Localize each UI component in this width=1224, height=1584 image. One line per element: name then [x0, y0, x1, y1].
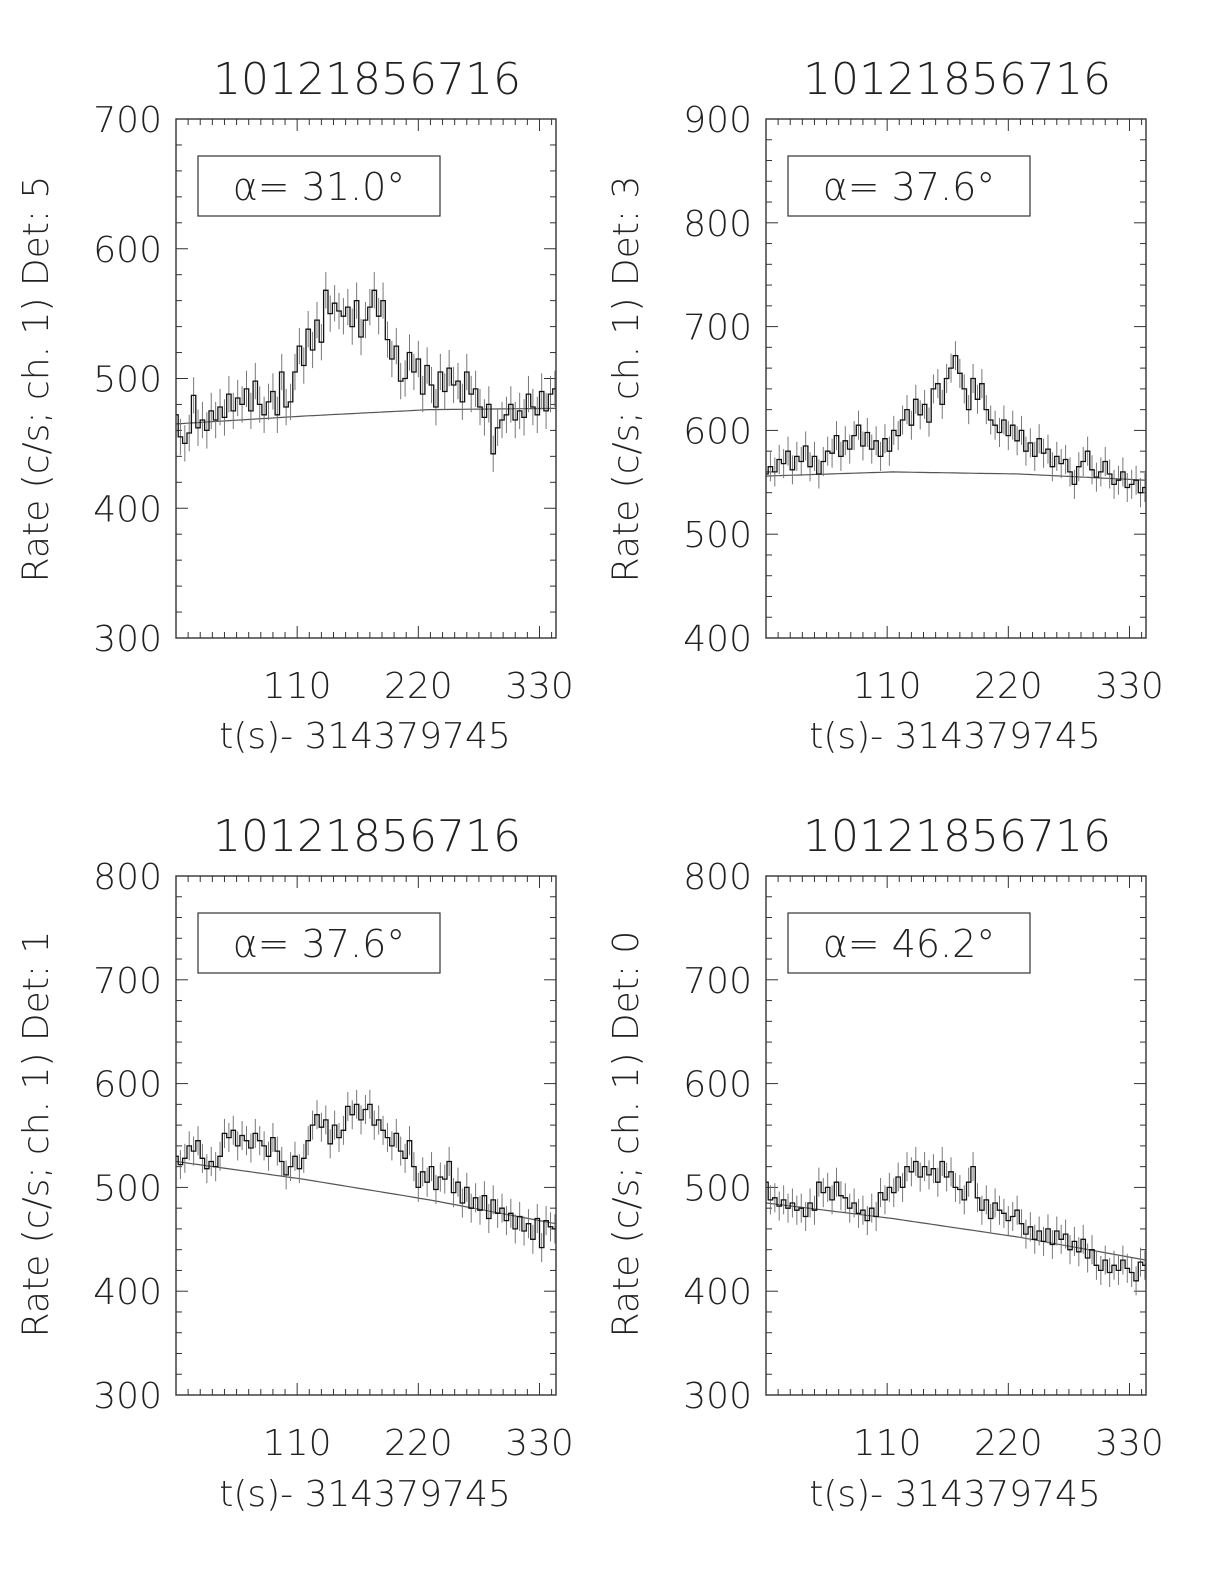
x-axis-label: t(s)- 314379745 — [219, 1474, 511, 1515]
y-tick-label: 400 — [683, 619, 752, 660]
y-axis-label: Rate (c/s; ch. 1) Det: 3 — [606, 176, 647, 583]
annotation-box — [787, 155, 1031, 217]
x-axis-label: t(s)- 314379745 — [809, 716, 1101, 757]
alpha-annotation: α= 31.0° — [233, 165, 406, 209]
panel-det-0: 10121856716 Rate (c/s; ch. 1) Det: 0 t(s… — [606, 811, 1164, 1515]
y-tick-label: 500 — [93, 1168, 162, 1209]
y-tick-label: 700 — [93, 100, 162, 141]
x-tick-label: 220 — [974, 1423, 1043, 1464]
background-fit-line — [175, 407, 557, 425]
background-fit-line — [175, 1160, 557, 1225]
x-axis-label: t(s)- 314379745 — [219, 716, 511, 757]
x-tick-labels: 110 220 330 — [853, 666, 1164, 707]
alpha-annotation: α= 46.2° — [823, 922, 996, 966]
y-axis-label: Rate (c/s; ch. 1) Det: 1 — [16, 931, 57, 1338]
y-axis-label: Rate (c/s; ch. 1) Det: 5 — [16, 176, 57, 583]
light-curve-line — [176, 289, 556, 455]
x-tick-label: 110 — [263, 1423, 332, 1464]
plot-marks — [765, 118, 1147, 639]
x-tick-label: 330 — [505, 666, 574, 707]
y-tick-label: 500 — [683, 1168, 752, 1209]
background-fit-line — [765, 471, 1147, 481]
annotation-box — [197, 155, 441, 217]
y-tick-labels: 300 400 500 600 700 800 — [93, 857, 162, 1417]
y-tick-label: 700 — [93, 961, 162, 1002]
light-curve-line — [176, 1103, 556, 1249]
annotation-box — [787, 912, 1031, 974]
y-tick-label: 300 — [93, 1376, 162, 1417]
y-tick-labels: 300 400 500 600 700 800 — [683, 857, 752, 1417]
x-axis-label: t(s)- 314379745 — [809, 1474, 1101, 1515]
y-tick-label: 600 — [93, 1065, 162, 1106]
panel-det-1: 10121856716 Rate (c/s; ch. 1) Det: 1 t(s… — [16, 811, 574, 1515]
plot-frame — [175, 118, 557, 639]
plot-marks — [175, 875, 557, 1396]
y-tick-label: 800 — [683, 204, 752, 245]
annotation-box — [197, 912, 441, 974]
x-tick-labels: 110 220 330 — [263, 666, 574, 707]
light-curve-line — [766, 355, 1146, 494]
y-tick-label: 600 — [683, 411, 752, 452]
x-tick-labels: 110 220 330 — [263, 1423, 574, 1464]
y-tick-labels: 300 400 500 600 700 — [93, 100, 162, 660]
y-axis-label: Rate (c/s; ch. 1) Det: 0 — [606, 931, 647, 1338]
y-tick-label: 700 — [683, 308, 752, 349]
y-tick-label: 600 — [93, 230, 162, 271]
y-tick-label: 500 — [93, 360, 162, 401]
x-tick-label: 220 — [384, 666, 453, 707]
background-fit-line — [765, 1202, 1147, 1261]
alpha-annotation: α= 37.6° — [823, 165, 996, 209]
y-tick-label: 600 — [683, 1065, 752, 1106]
y-tick-label: 300 — [93, 619, 162, 660]
y-tick-label: 400 — [93, 1272, 162, 1313]
panel-title: 10121856716 — [213, 54, 521, 105]
y-tick-label: 800 — [93, 857, 162, 898]
x-tick-label: 330 — [505, 1423, 574, 1464]
y-tick-label: 400 — [93, 489, 162, 530]
y-tick-label: 800 — [683, 857, 752, 898]
y-tick-label: 500 — [683, 515, 752, 556]
panel-title: 10121856716 — [803, 54, 1111, 105]
light-curve-line — [766, 1160, 1146, 1282]
plot-frame — [765, 875, 1147, 1396]
y-tick-labels: 400 500 600 700 800 900 — [683, 100, 752, 660]
panel-title: 10121856716 — [803, 811, 1111, 862]
panel-det-5: 10121856716 Rate (c/s; ch. 1) Det: 5 t(s… — [16, 54, 574, 757]
panel-det-3: 10121856716 Rate (c/s; ch. 1) Det: 3 t(s… — [606, 54, 1164, 757]
x-tick-label: 220 — [974, 666, 1043, 707]
x-tick-label: 330 — [1095, 1423, 1164, 1464]
x-tick-label: 110 — [853, 666, 922, 707]
x-tick-labels: 110 220 330 — [853, 1423, 1164, 1464]
y-tick-label: 300 — [683, 1376, 752, 1417]
y-tick-label: 400 — [683, 1272, 752, 1313]
x-tick-label: 110 — [853, 1423, 922, 1464]
plot-marks — [175, 118, 557, 639]
plot-frame — [765, 118, 1147, 639]
x-tick-label: 330 — [1095, 666, 1164, 707]
plot-frame — [175, 875, 557, 1396]
x-tick-label: 110 — [263, 666, 332, 707]
panel-title: 10121856716 — [213, 811, 521, 862]
x-tick-label: 220 — [384, 1423, 453, 1464]
y-tick-label: 700 — [683, 961, 752, 1002]
y-tick-label: 900 — [683, 100, 752, 141]
alpha-annotation: α= 37.6° — [233, 922, 406, 966]
